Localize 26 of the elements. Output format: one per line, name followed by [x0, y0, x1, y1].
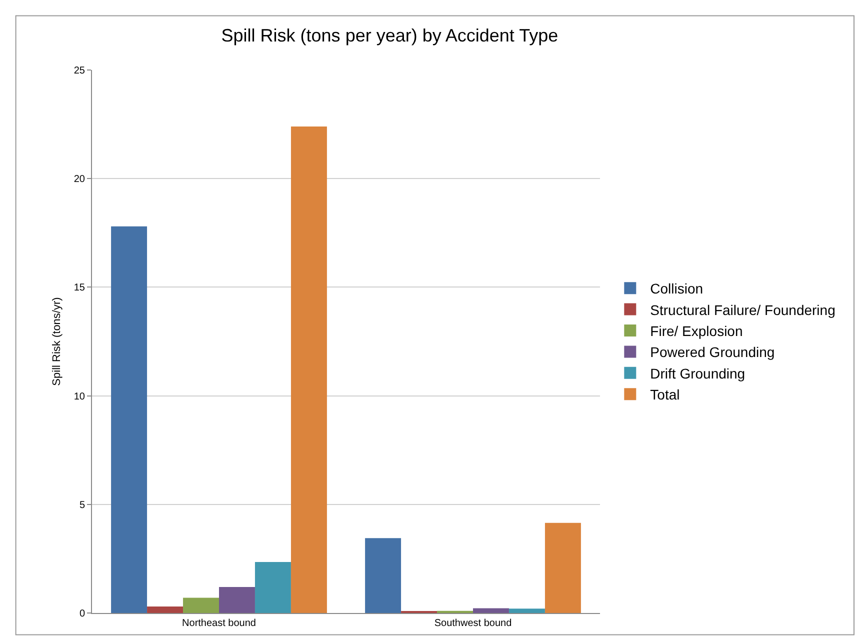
x-tick-label: Southwest bound	[434, 618, 512, 629]
legend-label: Fire/ Explosion	[650, 322, 743, 339]
bar	[219, 586, 255, 613]
bar	[473, 608, 509, 613]
y-tick-label: 20	[74, 174, 86, 186]
bar	[147, 606, 184, 613]
bar	[254, 562, 291, 613]
y-tick-label: 0	[79, 608, 86, 620]
bar	[544, 522, 581, 613]
y-tick-label: 25	[74, 66, 86, 76]
x-tick-label: Northeast bound	[182, 618, 256, 629]
y-axis-title: Spill Risk (tons/yr)	[51, 297, 63, 386]
y-tick-label: 5	[79, 500, 86, 511]
chart-title: Spill Risk (tons per year) by Accident Type	[221, 25, 558, 46]
bar	[290, 126, 327, 613]
legend-label: Powered Grounding	[650, 344, 775, 360]
y-tick-label: 10	[74, 391, 86, 402]
bar	[365, 538, 402, 613]
bar	[508, 608, 545, 613]
y-tick-label: 15	[74, 282, 86, 294]
legend-label: Collision	[650, 280, 704, 297]
legend-label: Total	[650, 386, 680, 403]
bar	[183, 598, 219, 613]
legend-label: Structural Failure/ Foundering	[650, 302, 836, 318]
legend-label: Drift Grounding	[650, 365, 746, 382]
bar	[111, 226, 148, 613]
